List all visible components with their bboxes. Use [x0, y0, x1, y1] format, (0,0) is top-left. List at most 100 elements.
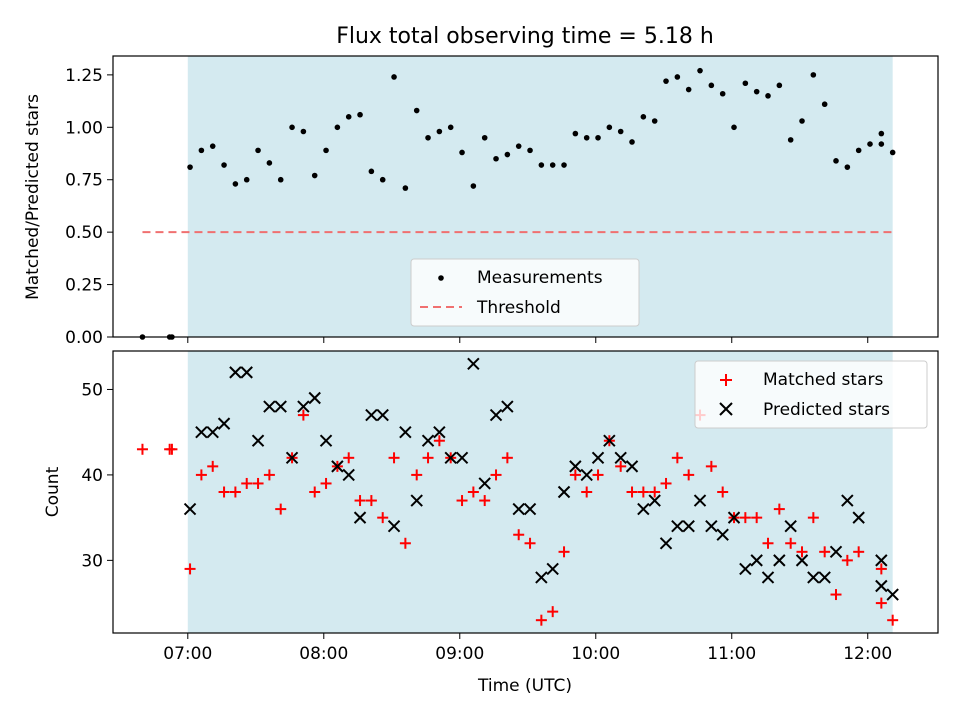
matched-star-point	[422, 452, 434, 464]
matched-star-point	[853, 546, 865, 558]
measurement-point	[606, 124, 613, 131]
measurement-point	[719, 90, 726, 97]
predicted-star-point	[410, 494, 423, 507]
legend-measurements-label: Measurements	[477, 268, 603, 288]
matched-star-point	[195, 469, 207, 481]
measurement-point	[538, 162, 545, 168]
predicted-star-point	[523, 502, 537, 516]
matched-star-point	[241, 477, 253, 489]
matched-star-point	[671, 452, 683, 464]
predicted-star-point	[818, 571, 831, 584]
matched-star-point	[717, 486, 729, 498]
predicted-star-point	[501, 400, 514, 413]
predicted-star-point	[875, 554, 888, 567]
measurement-point	[232, 181, 239, 187]
predicted-star-point	[376, 408, 389, 422]
measurement-point	[300, 128, 307, 135]
x-tick-label: 09:00	[435, 644, 484, 664]
predicted-star-point	[217, 417, 231, 430]
matched-star-point	[377, 512, 389, 524]
measurement-point	[583, 134, 590, 141]
matched-star-point	[343, 452, 355, 464]
measurement-point	[617, 128, 624, 135]
top-axes-frame	[112, 55, 939, 338]
measurement-point	[436, 128, 443, 135]
matched-star-point	[875, 563, 887, 575]
measurement-point	[572, 130, 579, 137]
measurement-point	[867, 141, 873, 147]
predicted-star-point	[546, 562, 559, 576]
matched-star-point	[456, 495, 468, 507]
measurement-point	[277, 176, 284, 183]
measurement-point	[878, 141, 885, 147]
measurement-point	[731, 124, 737, 131]
matched-star-point	[649, 486, 661, 498]
measurement-point	[561, 162, 567, 168]
predicted-star-point	[784, 519, 797, 533]
measurement-point	[595, 134, 601, 141]
matched-star-point	[490, 469, 502, 481]
measurement-point	[221, 162, 227, 168]
measurement-point	[844, 164, 851, 170]
measurement-point	[481, 134, 488, 141]
measurement-point	[266, 160, 273, 166]
x-tick-label: 10:00	[571, 644, 620, 664]
matched-star-point	[184, 563, 196, 575]
matched-star-point	[637, 486, 649, 498]
predicted-star-point	[489, 408, 503, 422]
matched-star-point	[320, 477, 332, 489]
predicted-star-point	[557, 485, 571, 499]
predicted-star-point	[761, 571, 775, 584]
predicted-star-point	[240, 366, 253, 379]
matched-star-point	[535, 614, 547, 626]
measurement-point	[878, 130, 885, 137]
measurement-point	[515, 143, 522, 149]
measurement-point	[413, 107, 420, 114]
measurement-point	[345, 114, 352, 120]
predicted-star-point	[671, 519, 684, 533]
predicted-star-point	[750, 554, 763, 567]
measurement-point	[674, 74, 681, 80]
measurement-point	[527, 147, 533, 154]
legend-predicted-marker	[719, 402, 733, 416]
predicted-star-point	[512, 502, 525, 516]
predicted-star-point	[852, 511, 865, 524]
predicted-star-point	[625, 460, 639, 473]
x-tick-label: 11:00	[707, 644, 756, 664]
measurement-point	[651, 118, 658, 124]
matched-star-point	[467, 486, 479, 498]
y-tick-label: 0.25	[65, 276, 103, 296]
legend-measurements-marker	[438, 275, 444, 281]
predicted-star-point	[682, 519, 695, 533]
bottom-legend: Matched stars Predicted stars	[694, 360, 928, 429]
predicted-star-point	[229, 366, 242, 379]
bottom-y-axis-label: Count	[43, 466, 63, 517]
matched-star-point	[365, 495, 377, 507]
top-legend-box	[410, 258, 640, 327]
measurement-point	[855, 147, 862, 154]
measurement-point	[697, 67, 703, 74]
predicted-star-point	[886, 588, 899, 601]
predicted-star-point	[580, 468, 593, 482]
measurement-point	[323, 147, 329, 154]
predicted-star-point	[421, 434, 435, 447]
measurement-point	[708, 82, 715, 89]
measurement-point	[470, 183, 477, 189]
measurement-point	[243, 176, 250, 183]
predicted-star-point	[739, 562, 752, 576]
matched-star-point	[626, 486, 638, 498]
top-y-ticks: 0.00 0.25 0.50 0.75 1.00 1.25	[65, 66, 113, 348]
measurement-point	[357, 111, 363, 118]
matched-star-point	[819, 546, 831, 558]
y-tick-label: 0.75	[65, 171, 103, 191]
measurement-point	[833, 158, 839, 164]
top-legend: Measurements Threshold	[410, 258, 640, 327]
predicted-star-point	[716, 528, 729, 541]
x-tick-label: 07:00	[163, 644, 212, 664]
measurement-points	[139, 67, 896, 340]
measurement-point	[311, 172, 318, 179]
measurement-point	[629, 139, 635, 145]
matched-star-point	[207, 460, 219, 472]
matched-star-point	[411, 469, 423, 481]
